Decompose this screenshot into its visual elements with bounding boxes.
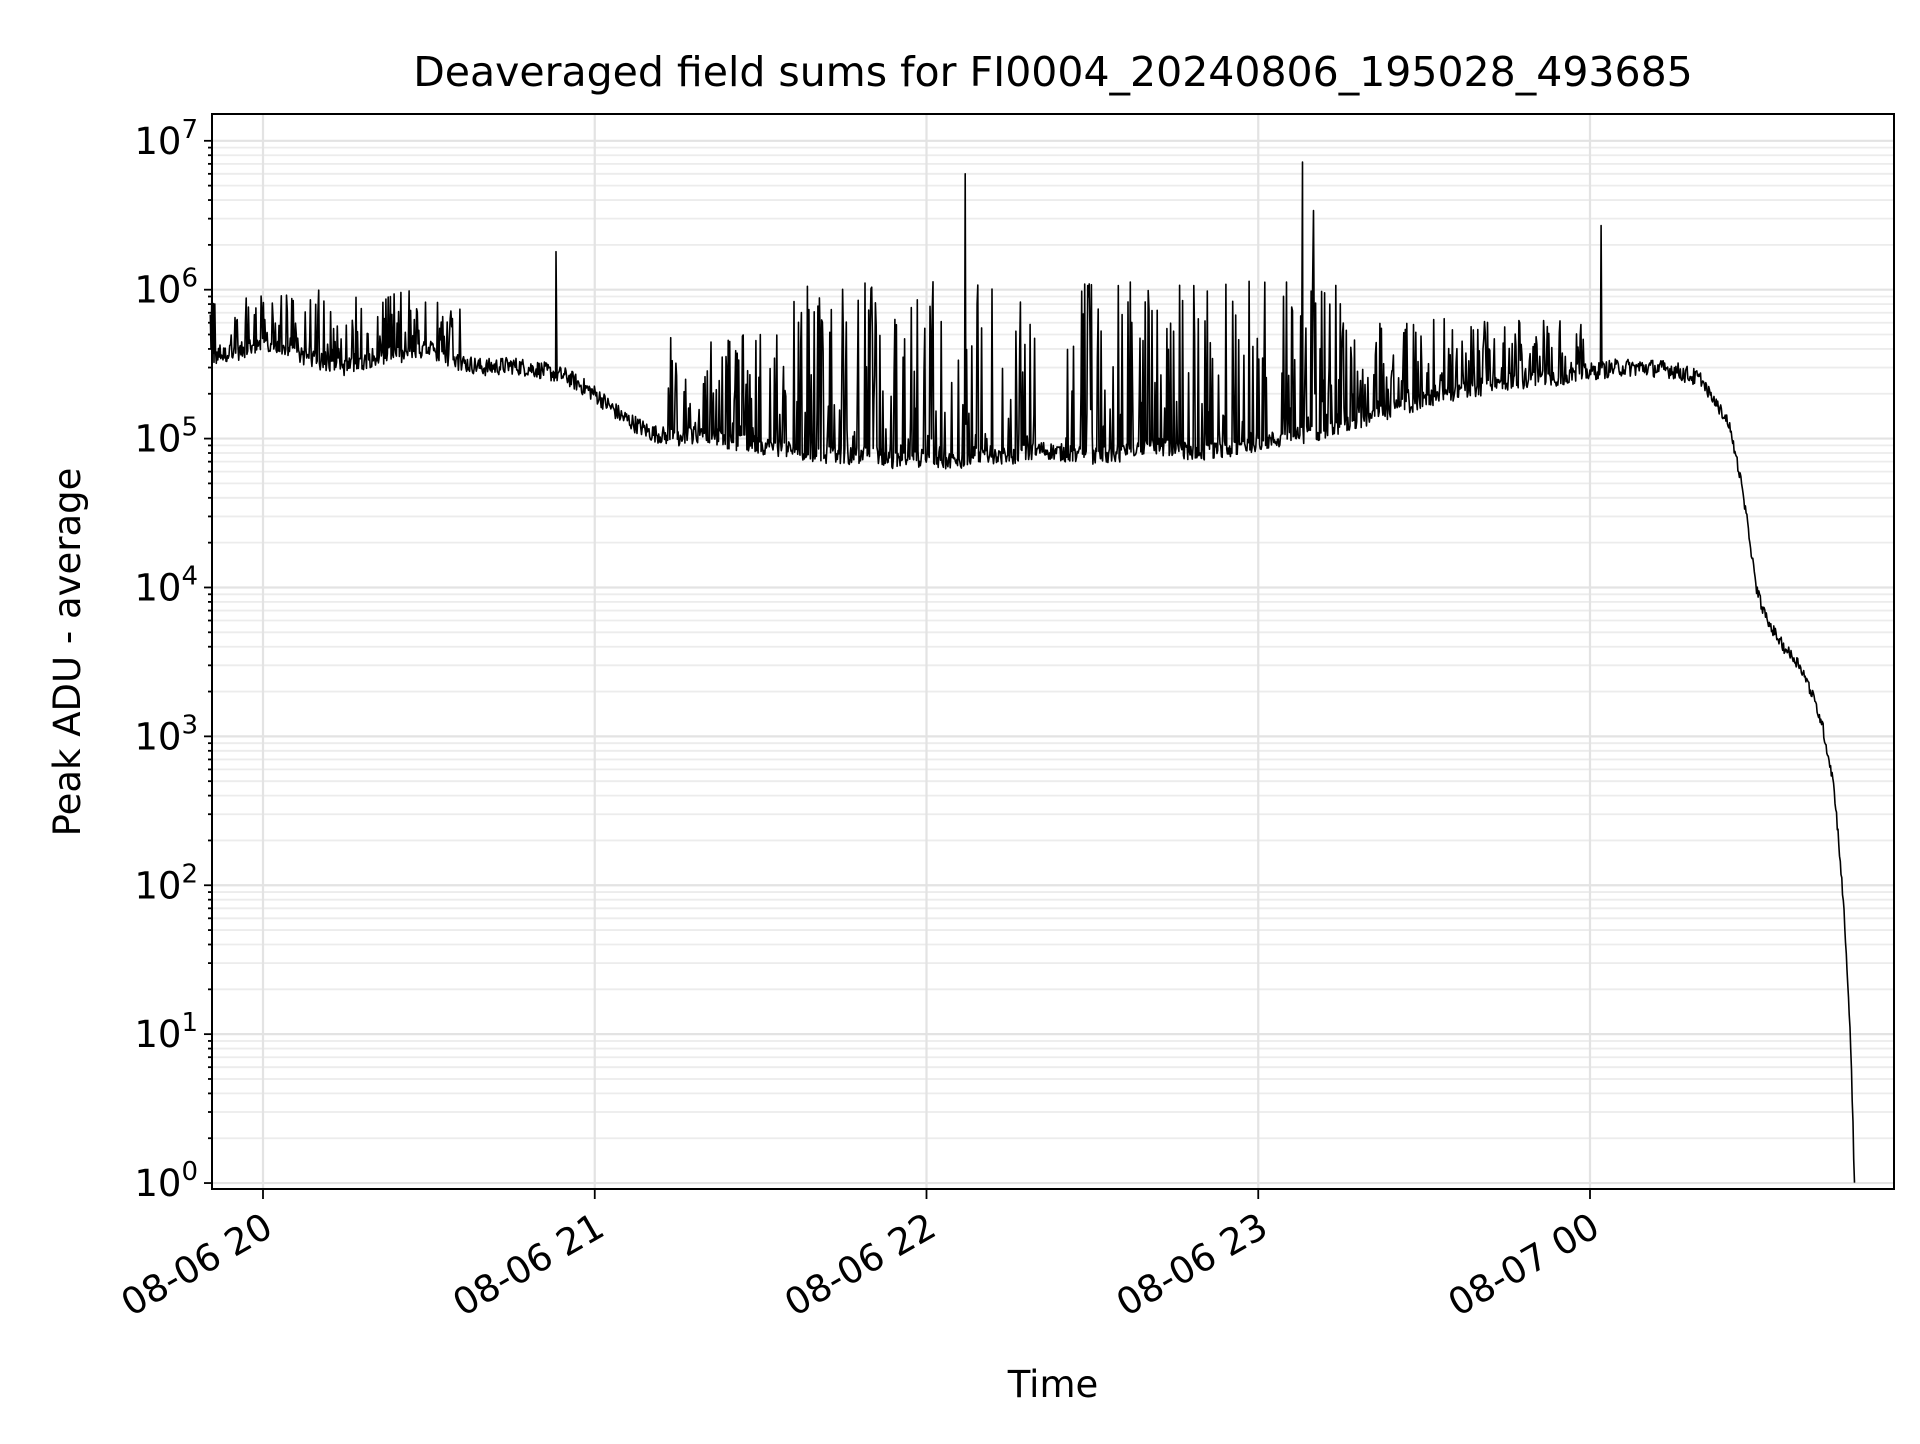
y-tick-exponent: 4 <box>181 561 198 591</box>
y-tick-exponent: 7 <box>181 115 198 145</box>
y-tick-exponent: 2 <box>181 859 198 889</box>
y-tick-base: 10 <box>134 715 181 758</box>
x-tick-label: 08-06 23 <box>1109 1205 1275 1325</box>
y-tick-base: 10 <box>134 120 181 163</box>
x-tick-label: 08-07 00 <box>1441 1205 1607 1325</box>
y-tick-label: 106 <box>134 264 198 312</box>
y-tick-exponent: 6 <box>181 264 198 294</box>
plot-frame <box>211 113 1895 1190</box>
grid-layer <box>212 114 1894 1189</box>
y-tick-exponent: 3 <box>181 710 198 740</box>
y-tick-label: 103 <box>134 710 198 758</box>
x-axis-label: Time <box>1007 1363 1099 1406</box>
y-tick-label: 105 <box>134 413 198 461</box>
y-tick-label: 100 <box>134 1157 198 1205</box>
x-tick-label: 08-06 22 <box>777 1205 943 1325</box>
series-layer <box>209 161 1856 1183</box>
y-tick-base: 10 <box>134 269 181 312</box>
chart-title: Deaveraged field sums for FI0004_2024080… <box>413 48 1693 96</box>
y-tick-exponent: 0 <box>181 1157 198 1187</box>
y-tick-base: 10 <box>134 1162 181 1205</box>
y-axis-label: Peak ADU - average <box>46 468 89 837</box>
y-tick-base: 10 <box>134 418 181 461</box>
y-tick-base: 10 <box>134 864 181 907</box>
y-tick-label: 101 <box>134 1008 198 1056</box>
y-tick-label: 104 <box>134 561 198 609</box>
y-tick-label: 102 <box>134 859 198 907</box>
x-tick-label: 08-06 21 <box>446 1205 612 1325</box>
y-tick-label: 107 <box>134 115 198 163</box>
y-tick-exponent: 5 <box>181 413 198 443</box>
y-tick-base: 10 <box>134 1013 181 1056</box>
y-tick-base: 10 <box>134 566 181 609</box>
x-tick-label: 08-06 20 <box>114 1205 280 1325</box>
series-line <box>209 161 1856 1183</box>
y-tick-exponent: 1 <box>181 1008 198 1038</box>
